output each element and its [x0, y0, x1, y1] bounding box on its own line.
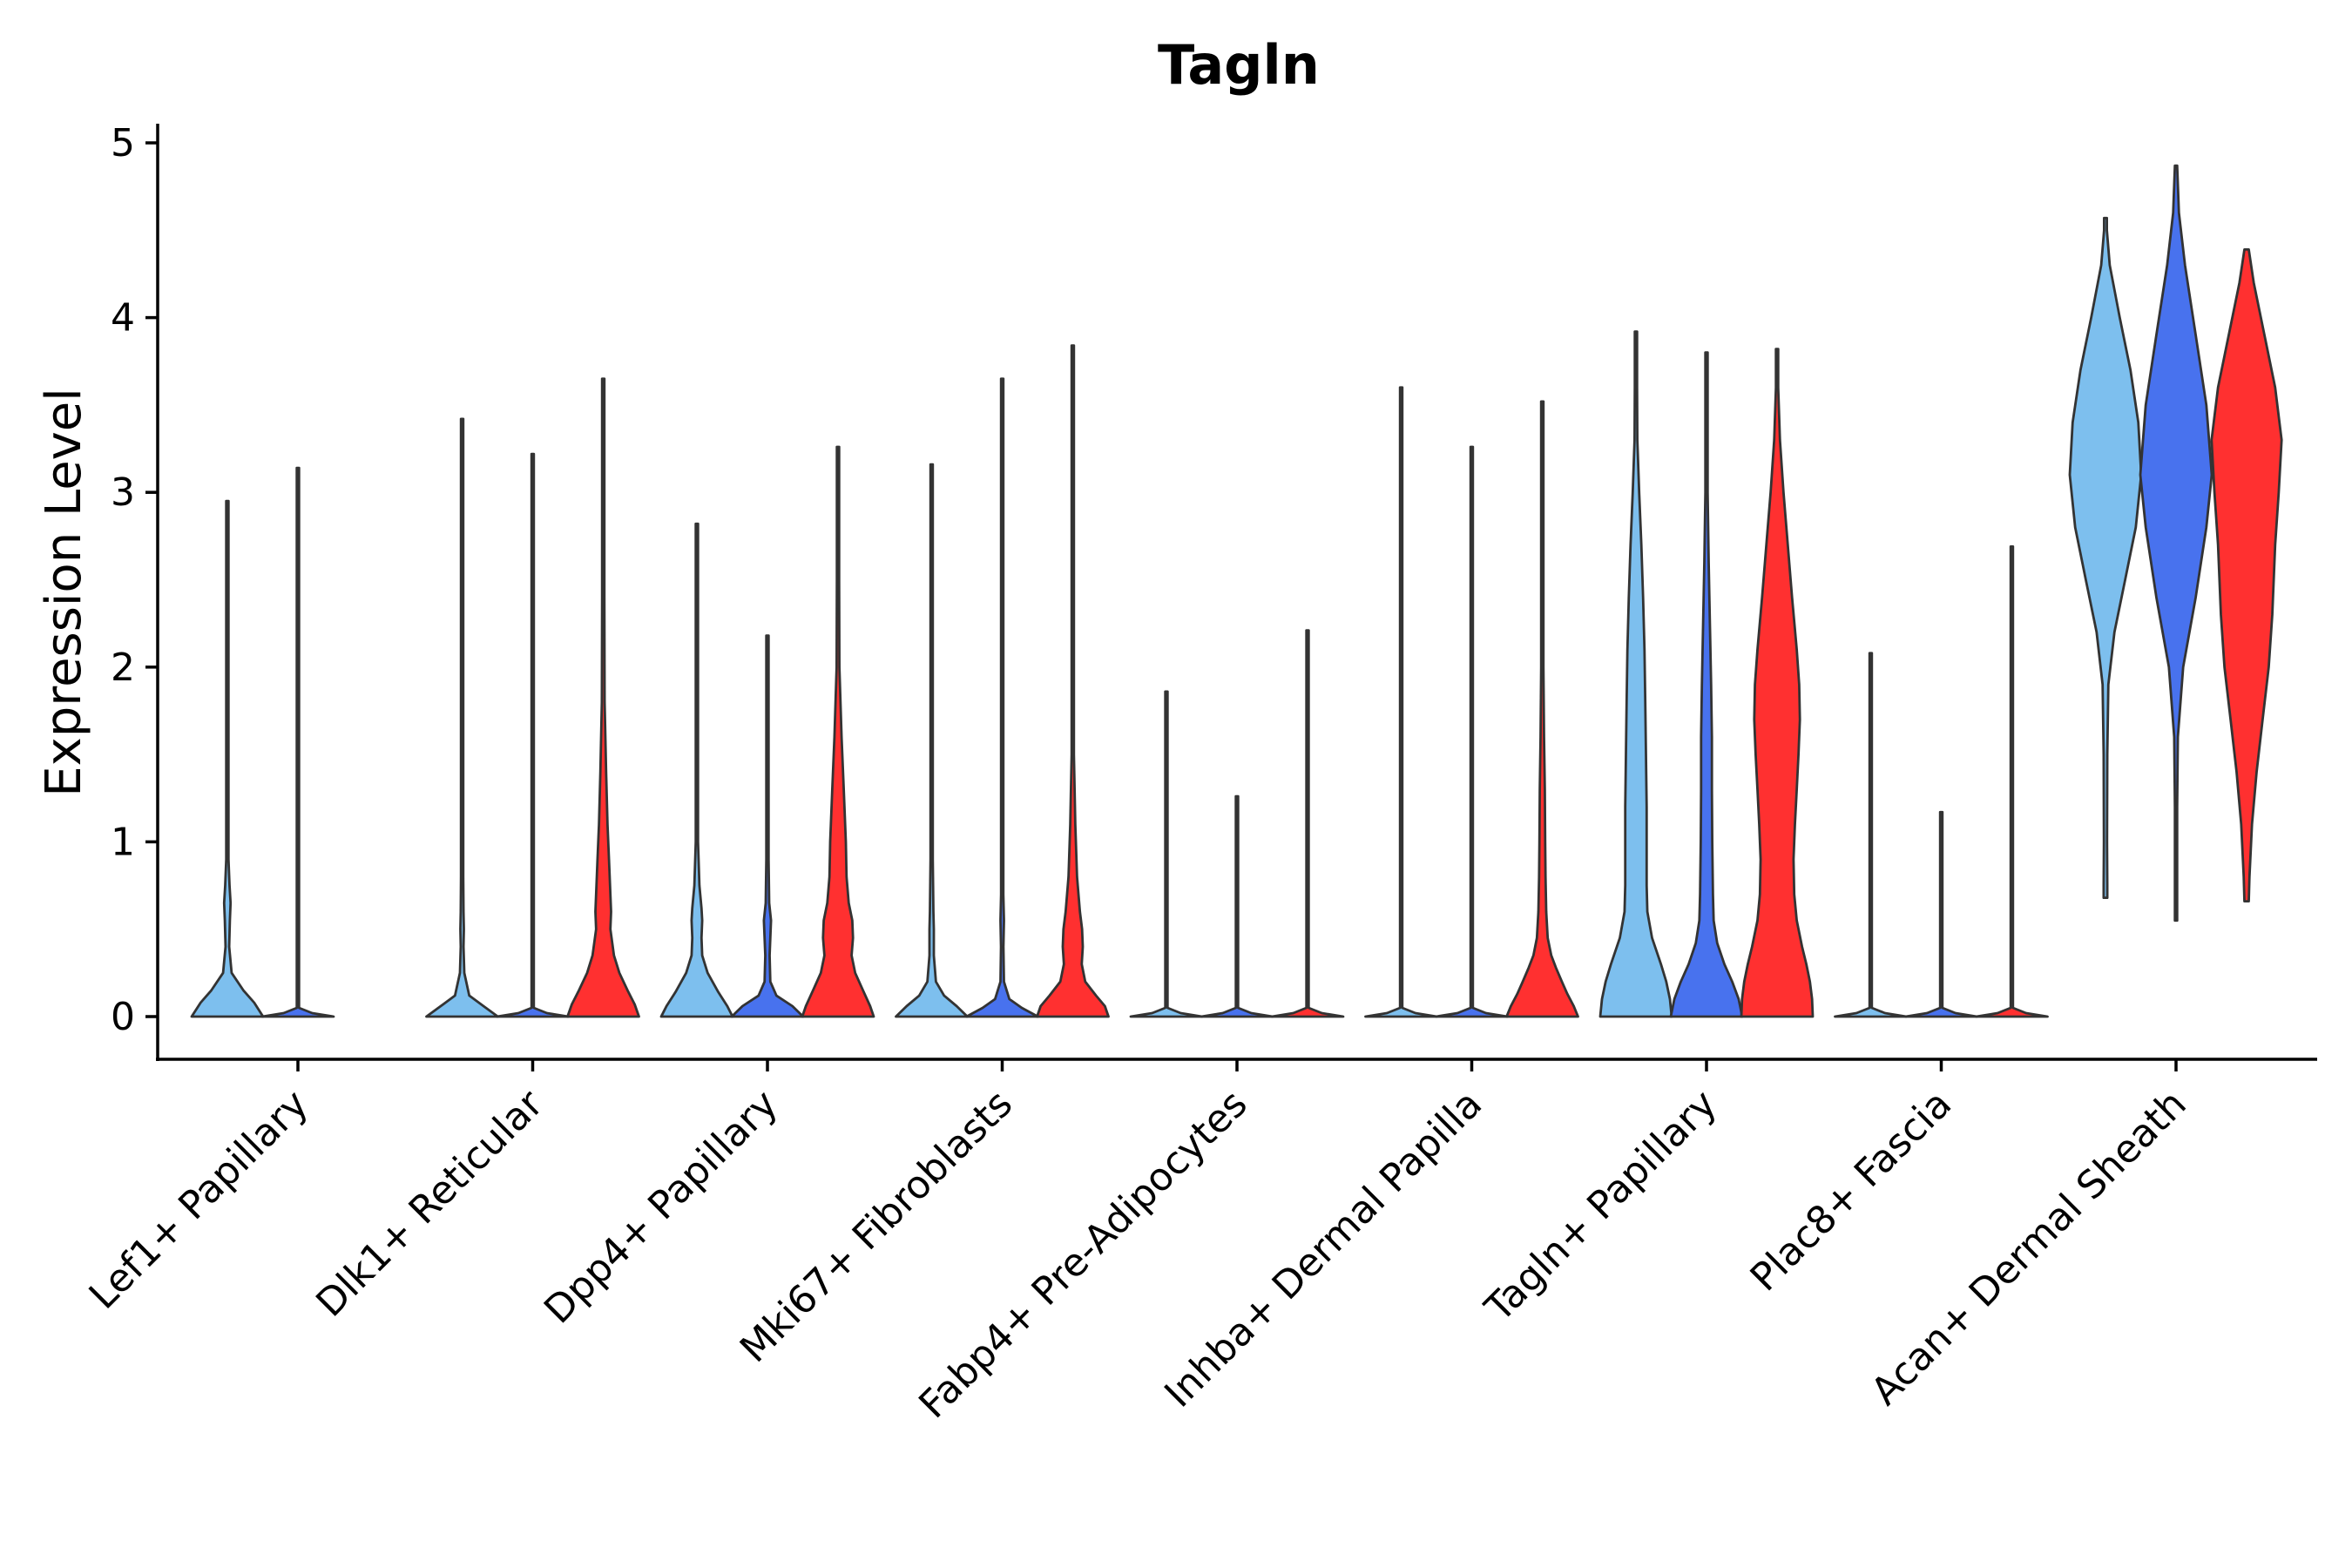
violin-2-2 [496, 452, 570, 1018]
violin-3-2 [730, 634, 805, 1018]
violin-group [190, 164, 2283, 1018]
violin-7-3 [1740, 348, 1815, 1018]
violin-6-3 [1505, 400, 1579, 1018]
violin-7-1 [1598, 330, 1673, 1018]
x-tick-label: Lef1+ Papillary [81, 1082, 317, 1318]
violin-9-1 [2068, 216, 2143, 899]
violin-3-1 [659, 522, 734, 1018]
y-axis-label: Expression Level [36, 388, 92, 797]
y-tick-label: 5 [111, 121, 135, 166]
x-tick-label: Dlk1+ Reticular [308, 1081, 552, 1326]
y-tick-label: 1 [111, 820, 135, 864]
y-tick-label: 0 [111, 995, 135, 1039]
violin-5-1 [1129, 690, 1204, 1018]
violin-2-1 [425, 417, 499, 1018]
violin-5-3 [1270, 629, 1345, 1018]
violin-3-3 [801, 445, 875, 1018]
violin-8-2 [1904, 810, 1978, 1018]
y-tick-label: 3 [111, 470, 135, 515]
violin-1-1 [190, 499, 265, 1018]
x-tick-label: Plac8+ Fascia [1742, 1082, 1961, 1301]
violin-6-2 [1435, 445, 1509, 1018]
y-tick-label: 4 [111, 296, 135, 341]
y-ticks: 0 1 2 3 4 5 [111, 121, 158, 1039]
violin-8-3 [1975, 545, 2049, 1018]
violin-2-3 [566, 377, 640, 1018]
violin-1-2 [260, 466, 335, 1018]
violin-4-2 [965, 377, 1039, 1018]
x-tick-label: Dpp4+ Papillary [536, 1082, 787, 1333]
x-tick-label: Tagln+ Papillary [1477, 1082, 1726, 1331]
violin-9-2 [2139, 164, 2213, 923]
violin-4-1 [895, 463, 969, 1018]
y-tick-label: 2 [111, 645, 135, 690]
violin-6-1 [1364, 386, 1438, 1018]
chart-title: Tagln [1158, 33, 1320, 97]
violin-5-2 [1200, 794, 1274, 1018]
violin-8-1 [1834, 652, 1908, 1018]
violin-7-2 [1669, 351, 1744, 1018]
violin-4-3 [1036, 344, 1110, 1018]
violin-9-3 [2210, 248, 2283, 902]
